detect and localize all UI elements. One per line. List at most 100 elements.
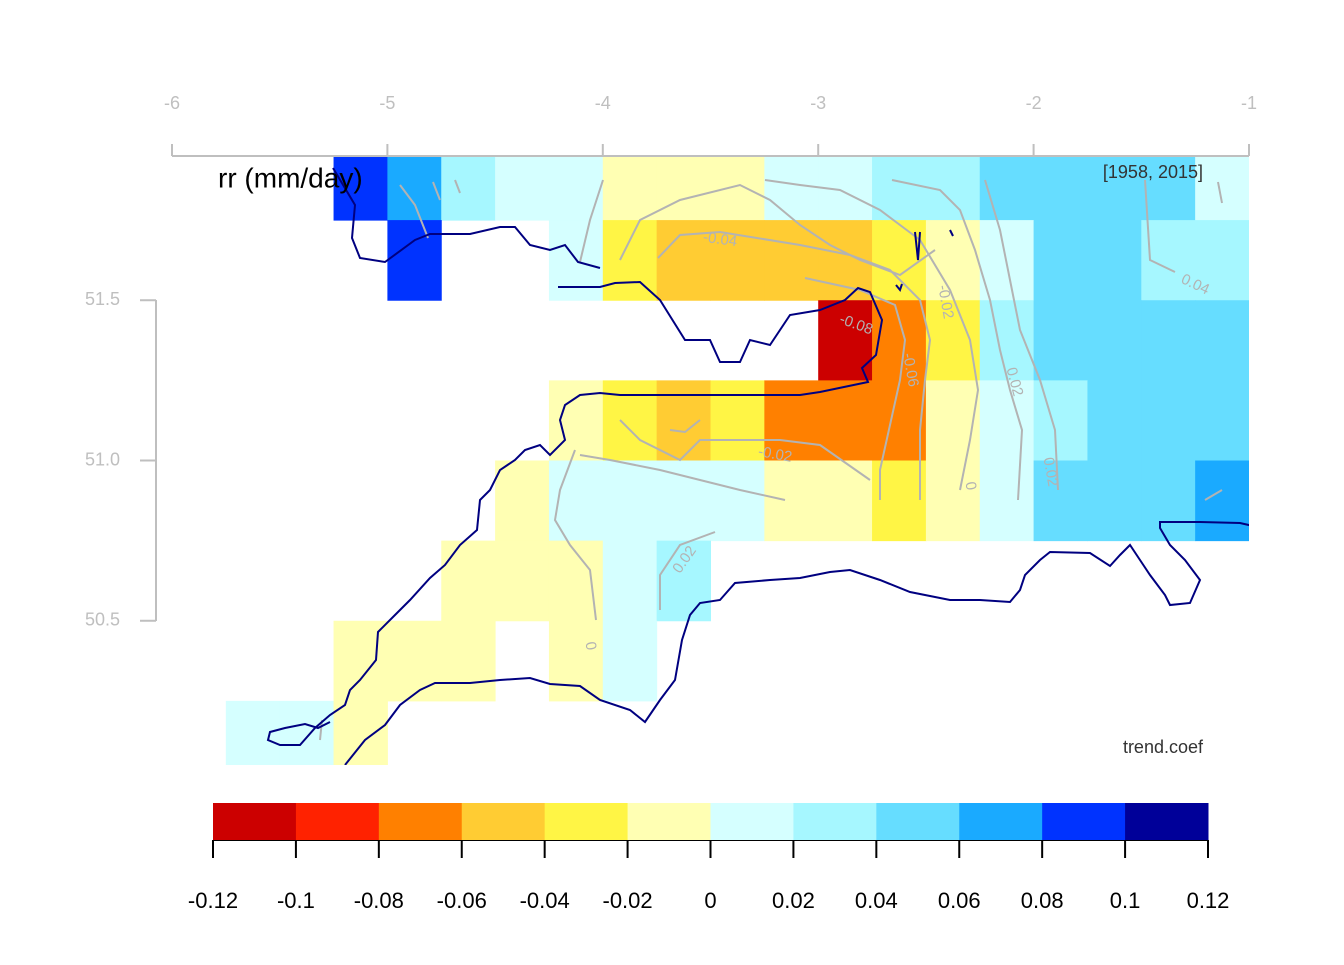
- y-tick-label: 50.5: [85, 610, 120, 630]
- contour-label: -0.02: [934, 284, 957, 321]
- grid-cell: [872, 220, 927, 301]
- colorbar-swatch: [1042, 803, 1126, 840]
- grid-cell: [979, 460, 1035, 542]
- contour-label: 0: [961, 480, 979, 491]
- coastline-path: [266, 280, 884, 746]
- grid-cell: [1033, 300, 1088, 381]
- grid-cell: [656, 540, 711, 622]
- grid-cell: [602, 380, 658, 461]
- grid-cell: [279, 700, 335, 765]
- grid-cell: [602, 156, 658, 221]
- contour-line: [657, 230, 932, 500]
- y-tick-label: 51.5: [85, 289, 120, 309]
- contour-line: [764, 179, 980, 491]
- grid-cell: [925, 156, 981, 221]
- grid-cell: [1033, 156, 1088, 221]
- colorbar-label: 0.06: [938, 888, 981, 913]
- colorbar-swatch: [213, 803, 297, 840]
- coastline-path: [949, 229, 954, 237]
- contour-line: [1217, 181, 1223, 204]
- grid-cell: [710, 380, 765, 461]
- contour-label: -0.04: [702, 229, 738, 251]
- grid-cell: [925, 380, 981, 461]
- contour-line: [454, 179, 461, 194]
- grid-cell: [925, 460, 981, 542]
- x-tick-label: -5: [379, 93, 395, 113]
- colorbar-swatch: [461, 803, 546, 840]
- grid-cell: [333, 620, 388, 702]
- grid-cell: [441, 156, 496, 221]
- contour-label: -0.06: [899, 352, 922, 389]
- colorbar-swatch: [1125, 803, 1209, 840]
- grid-cell: [872, 300, 927, 381]
- grid-cell: [764, 220, 819, 301]
- contours: [319, 179, 1223, 741]
- colorbar-swatch: [876, 803, 960, 840]
- contour-label: 0.02: [1003, 366, 1027, 399]
- grid-cell: [548, 460, 604, 542]
- y-tick-label: 51.0: [85, 449, 120, 469]
- grid-cell: [818, 380, 873, 461]
- grid-cell: [1195, 300, 1249, 381]
- contour-label: -0.02: [757, 443, 794, 466]
- grid-cell: [387, 156, 442, 221]
- contour-line: [984, 179, 1059, 491]
- contour-labels: -0.040.04-0.02-0.08-0.06 0.02-0.020.0200.…: [581, 229, 1212, 652]
- contour-line: [399, 184, 429, 239]
- colorbar-label: -0.08: [354, 888, 404, 913]
- grid-cell: [656, 156, 711, 221]
- grid-cell: [495, 156, 550, 221]
- colorbar-label: -0.12: [188, 888, 238, 913]
- grid-cell: [387, 620, 442, 702]
- contour-line: [579, 179, 604, 263]
- grid-cell: [872, 380, 927, 461]
- grid-cell: [1141, 156, 1196, 221]
- colorbar-label: 0.04: [855, 888, 898, 913]
- grid-cell: [1141, 380, 1196, 461]
- grid-cell: [333, 156, 388, 221]
- contour-line: [553, 449, 597, 621]
- grid-cell: [710, 156, 765, 221]
- grid-cell: [333, 700, 388, 765]
- grid-cell: [1087, 460, 1142, 542]
- grid-cell: [925, 220, 981, 301]
- contour-line: [432, 181, 441, 201]
- grid-cell: [818, 460, 873, 542]
- colorbar-swatch: [710, 803, 794, 840]
- grid-cell: [818, 156, 873, 221]
- colorbar-swatch: [627, 803, 711, 840]
- grid-cell: [602, 220, 658, 301]
- grid-cell: [710, 220, 765, 301]
- colorbar-label: 0.02: [772, 888, 815, 913]
- grid-cell: [1087, 380, 1142, 461]
- colorbar-label: -0.1: [277, 888, 315, 913]
- coastline: [266, 167, 1249, 765]
- contour-line: [1204, 489, 1223, 501]
- grid-cell: [764, 156, 819, 221]
- statistic-label: trend.coef: [1123, 737, 1204, 757]
- grid-cell: [1195, 220, 1249, 301]
- contour-line: [619, 183, 936, 277]
- grid-cell: [1033, 380, 1088, 461]
- grid-cell: [764, 460, 819, 542]
- grid-cell: [602, 540, 658, 622]
- grid-cell: [441, 620, 496, 702]
- contour-line: [579, 454, 786, 501]
- grid-cell: [548, 620, 604, 702]
- contour-line: [891, 179, 1024, 501]
- contour-line: [804, 277, 907, 500]
- grid-cell: [925, 300, 981, 381]
- grid-cell: [495, 460, 550, 542]
- colorbar-label: 0.12: [1187, 888, 1230, 913]
- grid-cell: [495, 540, 550, 622]
- x-tick-label: -6: [164, 93, 180, 113]
- grid-cell: [1033, 460, 1088, 542]
- colorbar-label: -0.04: [520, 888, 570, 913]
- colorbar-swatch: [959, 803, 1043, 840]
- period-label: [1958, 2015]: [1103, 162, 1203, 182]
- x-tick-label: -3: [810, 93, 826, 113]
- grid-cell: [441, 540, 496, 622]
- grid-cell: [710, 460, 765, 542]
- grid-cell: [602, 620, 658, 702]
